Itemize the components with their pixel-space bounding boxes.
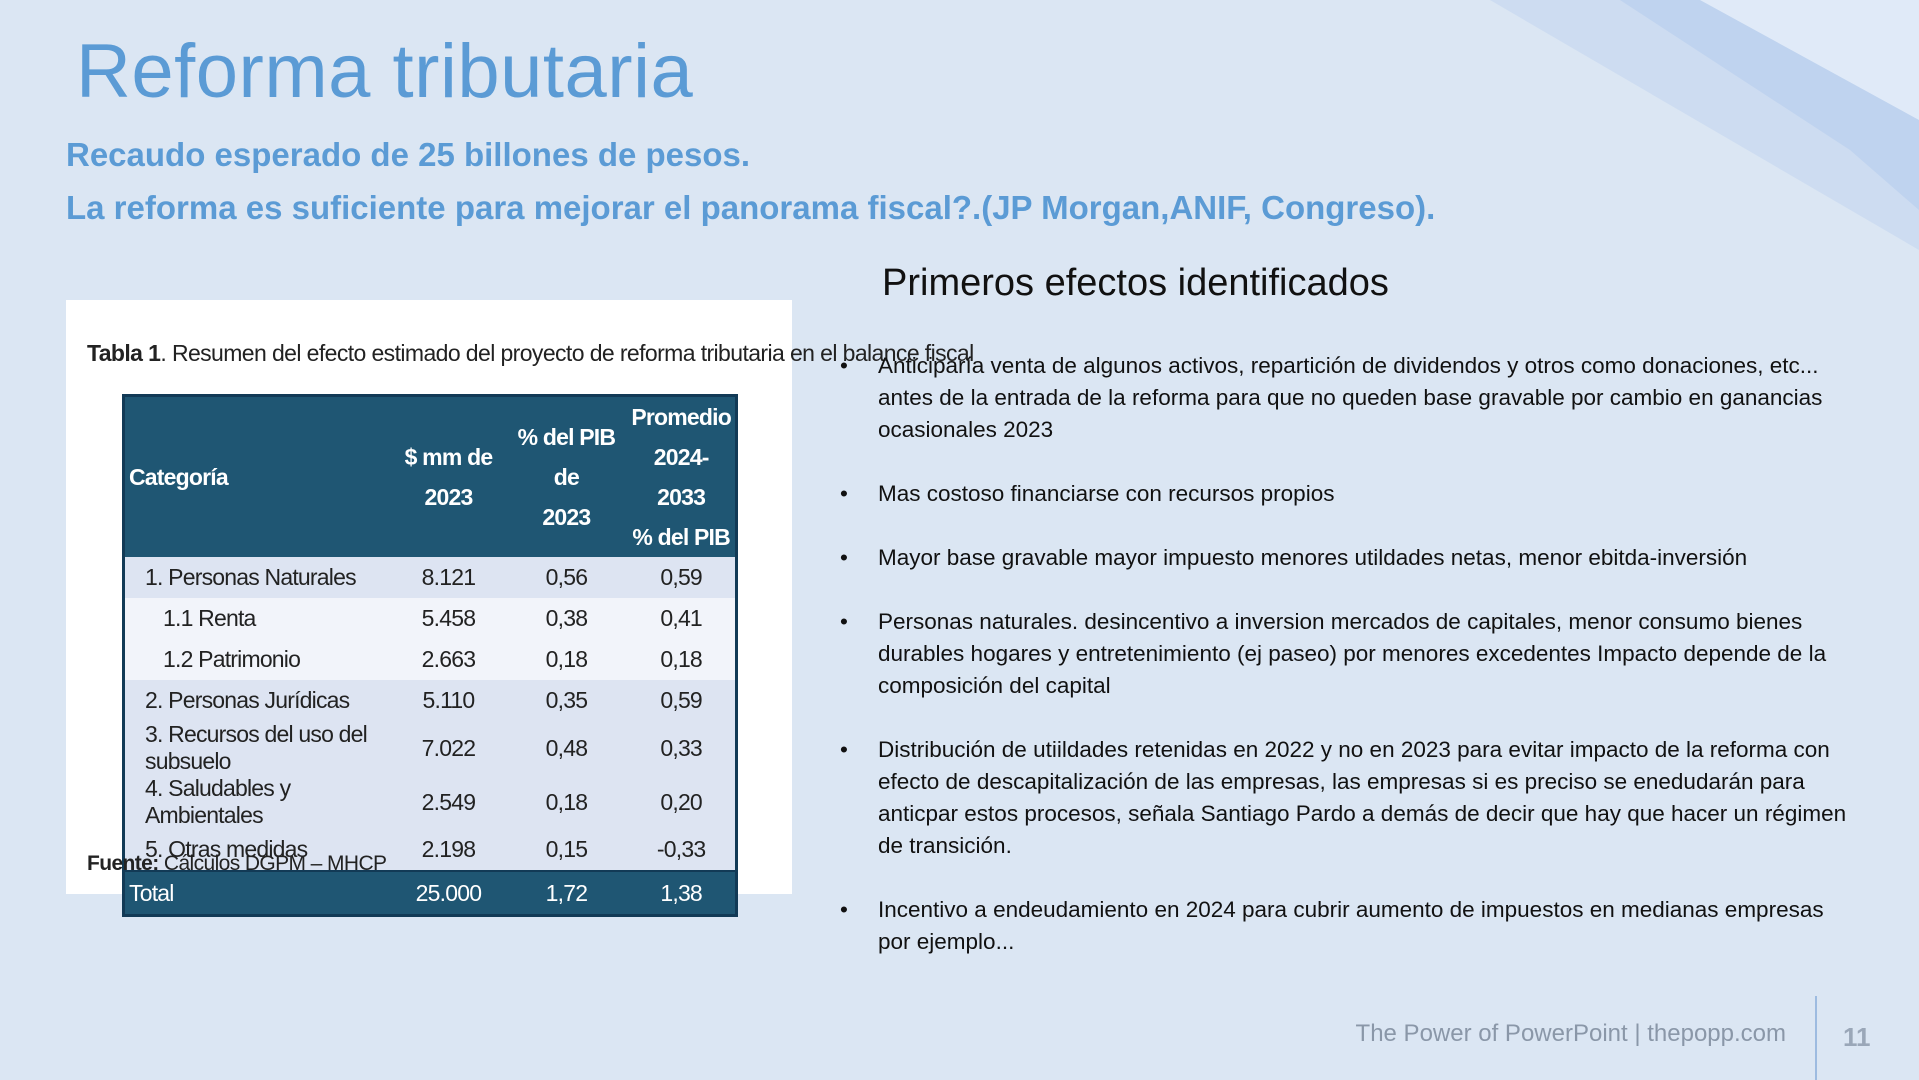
row-pib: 0,18 [505, 639, 628, 680]
bullet-icon: • [840, 897, 848, 922]
row-prom: 0,33 [627, 721, 737, 775]
row-prom: 0,18 [627, 639, 737, 680]
page-number: 11 [1843, 1022, 1871, 1052]
row-mm: 2.549 [391, 775, 506, 829]
row-category: 1. Personas Naturales [123, 557, 392, 598]
total-pib: 1,72 [505, 870, 628, 916]
effect-text: Mayor base gravable mayor impuesto menor… [878, 545, 1748, 570]
row-pib: 0,15 [505, 829, 628, 871]
table-row: 4. Saludables y Ambientales 2.549 0,18 0… [123, 775, 737, 829]
row-category: 5. Otras medidas [123, 829, 392, 871]
footer-divider [1815, 996, 1817, 1080]
row-pib: 0,48 [505, 721, 628, 775]
table-row: 2. Personas Jurídicas 5.110 0,35 0,59 [123, 680, 737, 721]
bullet-icon: • [840, 481, 848, 506]
row-mm: 7.022 [391, 721, 506, 775]
list-item: • Distribución de utiildades retenidas en… [840, 734, 1850, 862]
table-row: 3. Recursos del uso del subsuelo 7.022 0… [123, 721, 737, 775]
row-pib: 0,18 [505, 775, 628, 829]
list-item: • Mayor base gravable mayor impuesto meno… [840, 542, 1850, 574]
effect-text: Anticiparía venta de algunos activos, re… [878, 353, 1823, 442]
slide-title: Reforma tributaria [76, 29, 694, 114]
list-item: • Incentivo a endeudamiento en 2024 para … [840, 894, 1850, 958]
row-pib: 0,35 [505, 680, 628, 721]
table-row: 5. Otras medidas 2.198 0,15 -0,33 [123, 829, 737, 871]
row-mm: 5.458 [391, 598, 506, 639]
header-pib: % del PIB de 2023 [505, 395, 628, 557]
table-source-label: Fuente: [87, 852, 159, 875]
total-prom: 1,38 [627, 870, 737, 916]
row-prom: 0,59 [627, 680, 737, 721]
footer-credit: The Power of PowerPoint | thepopp.com [1355, 1020, 1786, 1047]
row-mm: 5.110 [391, 680, 506, 721]
table-caption: Tabla 1. Resumen del efecto estimado del… [87, 340, 974, 367]
effect-text: Personas naturales. desincentivo a inver… [878, 609, 1827, 698]
row-category: 2. Personas Jurídicas [123, 680, 392, 721]
table-row: 1. Personas Naturales 8.121 0,56 0,59 [123, 557, 737, 598]
table-header-row: Categoría $ mm de 2023 % del PIB de 2023 P… [123, 395, 737, 557]
list-item: • Anticiparía venta de algunos activos, r… [840, 350, 1850, 446]
table-row: 1.1 Renta 5.458 0,38 0,41 [123, 598, 737, 639]
header-mm: $ mm de 2023 [391, 395, 506, 557]
row-category: 1.1 Renta [123, 598, 392, 639]
effects-list: • Anticiparía venta de algunos activos, r… [840, 350, 1850, 990]
row-prom: 0,20 [627, 775, 737, 829]
row-mm: 8.121 [391, 557, 506, 598]
total-category: Total [123, 870, 392, 916]
row-category: 1.2 Patrimonio [123, 639, 392, 680]
table-caption-label: Tabla 1 [87, 340, 161, 366]
header-promedio: Promedio 2024-2033% del PIB [627, 395, 737, 557]
subtitle-revenue: Recaudo esperado de 25 billones de pesos… [66, 136, 751, 173]
subtitle-question: La reforma es suficiente para mejorar el… [66, 189, 1436, 226]
bullet-icon: • [840, 545, 848, 570]
row-prom: -0,33 [627, 829, 737, 871]
row-mm: 2.198 [391, 829, 506, 871]
list-item: • Personas naturales. desincentivo a inve… [840, 606, 1850, 702]
fiscal-balance-table: Categoría $ mm de 2023 % del PIB de 2023 P… [122, 394, 738, 917]
effects-heading: Primeros efectos identificados [882, 262, 1389, 304]
row-prom: 0,59 [627, 557, 737, 598]
bullet-icon: • [840, 609, 848, 634]
effect-text: Mas costoso financiarse con recursos pro… [878, 481, 1335, 506]
table-source: Fuente: Cálculos DGPM – MHCP [87, 852, 387, 876]
list-item: • Mas costoso financiarse con recursos pr… [840, 478, 1850, 510]
total-mm: 25.000 [391, 870, 506, 916]
row-pib: 0,56 [505, 557, 628, 598]
fiscal-table-image: Tabla 1. Resumen del efecto estimado del… [66, 300, 974, 917]
header-category: Categoría [123, 395, 392, 557]
bullet-icon: • [840, 353, 848, 378]
table-source-text: Cálculos DGPM – MHCP [158, 852, 387, 875]
row-category: 4. Saludables y Ambientales [123, 775, 392, 829]
table-caption-text: . Resumen del efecto estimado del proyec… [160, 340, 974, 366]
row-category: 3. Recursos del uso del subsuelo [123, 721, 392, 775]
table-row: 1.2 Patrimonio 2.663 0,18 0,18 [123, 639, 737, 680]
table-total-row: Total 25.000 1,72 1,38 [123, 870, 737, 916]
effect-text: Incentivo a endeudamiento en 2024 para c… [878, 897, 1824, 954]
row-prom: 0,41 [627, 598, 737, 639]
row-mm: 2.663 [391, 639, 506, 680]
bullet-icon: • [840, 737, 848, 762]
effect-text: Distribución de utiildades retenidas en … [878, 737, 1847, 858]
row-pib: 0,38 [505, 598, 628, 639]
